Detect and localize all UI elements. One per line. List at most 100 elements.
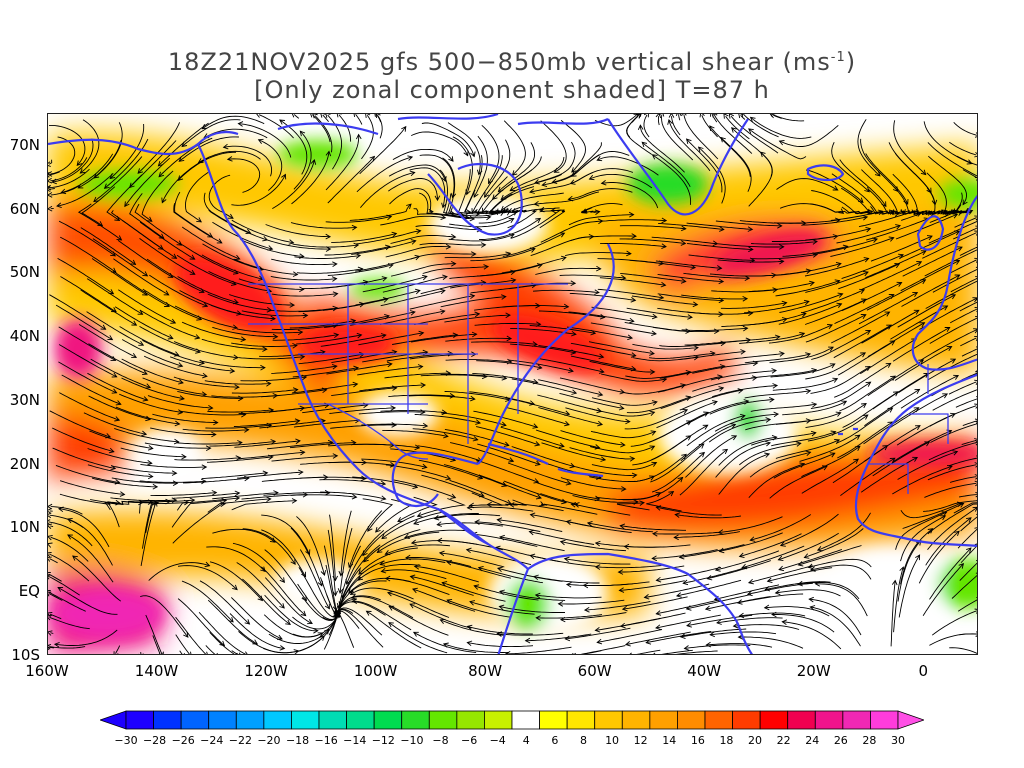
streamline bbox=[361, 115, 374, 160]
streamline-arrowhead bbox=[661, 243, 667, 250]
streamline bbox=[769, 346, 834, 364]
streamline-arrowhead bbox=[630, 297, 637, 303]
streamline bbox=[511, 446, 575, 468]
latitude-tick-label: EQ bbox=[18, 582, 40, 601]
streamline bbox=[231, 342, 297, 347]
streamline bbox=[181, 580, 234, 623]
streamline bbox=[692, 377, 757, 392]
streamline bbox=[810, 381, 871, 409]
streamline bbox=[444, 314, 511, 323]
streamline-arrowhead bbox=[48, 177, 53, 184]
streamline-arrowhead bbox=[48, 590, 51, 596]
streamline-arrowhead bbox=[201, 464, 208, 470]
streamline bbox=[960, 545, 977, 564]
colorbar-tick-label: −14 bbox=[343, 734, 367, 747]
streamline-arrowhead bbox=[832, 377, 839, 383]
streamline-arrowhead bbox=[597, 218, 604, 225]
streamline bbox=[444, 252, 511, 259]
streamline-arrowhead bbox=[667, 118, 673, 125]
streamline-arrowhead bbox=[477, 565, 484, 572]
streamline-arrowhead bbox=[623, 543, 630, 550]
streamline-arrowhead bbox=[974, 418, 977, 424]
streamline bbox=[472, 533, 538, 547]
streamline-arrowhead bbox=[598, 353, 605, 360]
streamline-arrowhead bbox=[130, 259, 137, 265]
streamline bbox=[290, 494, 357, 498]
streamline bbox=[414, 414, 481, 424]
streamline bbox=[389, 188, 433, 213]
streamline bbox=[470, 248, 536, 262]
coastline-layer bbox=[48, 114, 977, 654]
streamline bbox=[57, 258, 114, 295]
streamline bbox=[620, 272, 686, 282]
streamline bbox=[684, 644, 751, 649]
streamline bbox=[417, 498, 466, 517]
streamline-arrowhead bbox=[581, 208, 588, 214]
streamline bbox=[314, 115, 333, 153]
streamline-arrowhead bbox=[797, 580, 803, 587]
streamline-arrowhead bbox=[158, 171, 165, 178]
streamline-arrowhead bbox=[237, 121, 244, 127]
streamline-arrowhead bbox=[975, 371, 977, 377]
streamline bbox=[412, 428, 478, 441]
streamline bbox=[58, 326, 116, 361]
streamline bbox=[238, 123, 292, 158]
streamline bbox=[591, 306, 657, 318]
streamline bbox=[322, 114, 329, 122]
streamline bbox=[441, 412, 507, 426]
streamline-arrowhead bbox=[650, 430, 657, 436]
streamline bbox=[381, 569, 447, 580]
streamline-arrowhead bbox=[863, 257, 870, 263]
streamline bbox=[730, 115, 779, 154]
streamline-arrowhead bbox=[685, 605, 692, 611]
streamline bbox=[198, 150, 261, 164]
streamline-arrowhead bbox=[510, 277, 517, 284]
streamline bbox=[804, 257, 869, 277]
streamline bbox=[177, 276, 239, 304]
streamline bbox=[59, 480, 125, 495]
streamline-arrowhead bbox=[639, 114, 642, 118]
streamline-arrowhead bbox=[351, 598, 358, 604]
streamline bbox=[185, 172, 209, 223]
streamline bbox=[380, 290, 446, 307]
streamline bbox=[49, 294, 106, 330]
colorbar-tick-label: 16 bbox=[690, 734, 705, 747]
streamline-arrowhead bbox=[751, 375, 758, 381]
streamline-arrowhead bbox=[551, 178, 558, 185]
streamline-arrowhead bbox=[651, 400, 658, 406]
colorbar-tick-label: 30 bbox=[891, 734, 905, 747]
streamline bbox=[717, 259, 784, 263]
streamline-arrowhead bbox=[564, 420, 570, 427]
streamline bbox=[842, 391, 899, 428]
streamline-arrowhead bbox=[404, 533, 410, 540]
streamline bbox=[388, 622, 448, 654]
streamline bbox=[670, 116, 681, 136]
streamline bbox=[832, 445, 888, 484]
streamline-arrowhead bbox=[628, 317, 635, 324]
streamline bbox=[357, 366, 423, 376]
streamline bbox=[591, 397, 658, 406]
streamline-arrowhead bbox=[807, 563, 814, 570]
colorbar-swatch bbox=[235, 710, 265, 730]
colorbar-swatch bbox=[842, 710, 871, 730]
streamline bbox=[718, 516, 783, 533]
streamline-arrowhead bbox=[618, 404, 625, 411]
streamline bbox=[49, 616, 90, 630]
streamline bbox=[78, 324, 137, 358]
streamline bbox=[632, 343, 699, 350]
streamline bbox=[686, 415, 746, 447]
streamline bbox=[507, 209, 538, 229]
political-borders bbox=[248, 283, 568, 444]
streamline bbox=[590, 322, 657, 335]
streamline bbox=[391, 479, 456, 499]
streamline-arrowhead bbox=[295, 438, 301, 445]
streamline-arrowhead bbox=[887, 407, 894, 413]
streamline bbox=[692, 362, 758, 374]
streamline bbox=[348, 510, 383, 568]
colorbar-swatch bbox=[759, 710, 789, 730]
streamline-arrowhead bbox=[113, 651, 119, 654]
streamline bbox=[208, 209, 268, 241]
streamline bbox=[530, 555, 596, 567]
streamline-arrowhead bbox=[766, 577, 773, 584]
streamline-arrowhead bbox=[445, 474, 452, 481]
